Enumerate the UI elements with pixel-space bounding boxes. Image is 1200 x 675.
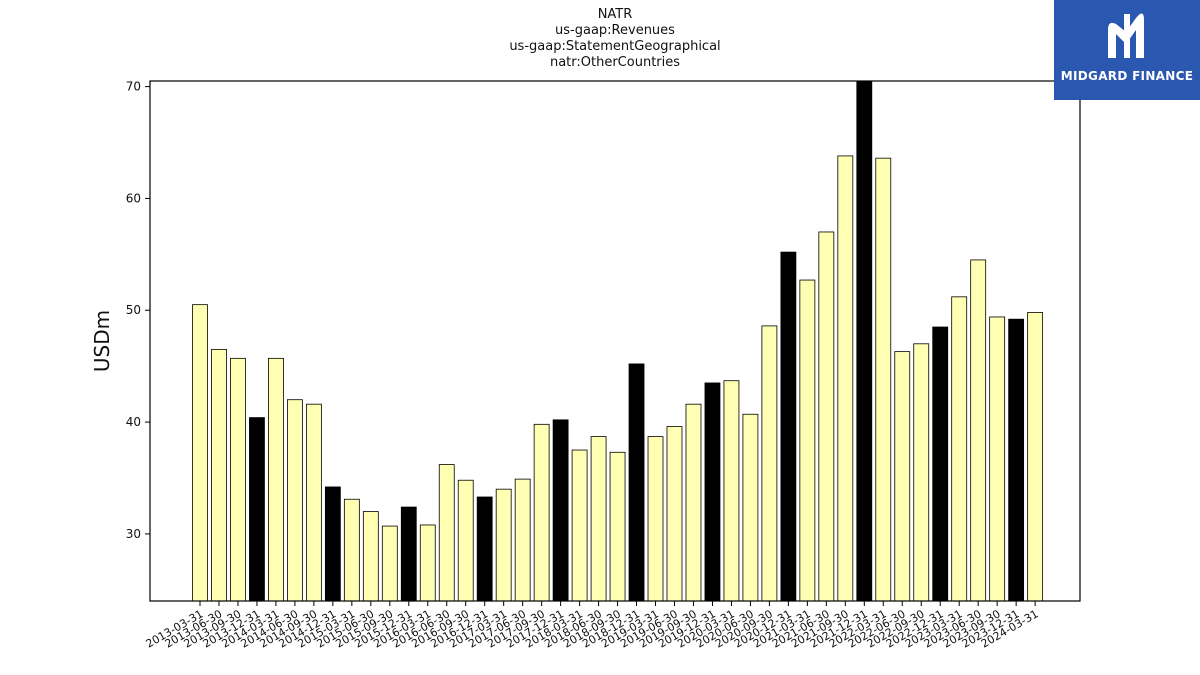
- bar-2023-06-30: [970, 259, 987, 602]
- bar-2018-03-31: [571, 449, 588, 602]
- bar-2014-06-30: [286, 399, 303, 602]
- bar-2018-09-30: [609, 451, 626, 602]
- bar-2023-12-31: [1008, 318, 1025, 602]
- bar-2019-12-31: [704, 382, 721, 602]
- bar-2021-09-30: [837, 155, 854, 602]
- chart-title-line-4: natr:OtherCountries: [549, 55, 681, 70]
- y-tick-label: 40: [126, 415, 141, 429]
- bar-2017-12-31: [552, 419, 569, 602]
- bar-2020-12-31: [780, 251, 797, 602]
- bar-2019-09-30: [685, 403, 702, 602]
- bar-2017-06-30: [514, 478, 531, 602]
- bar-2020-09-30: [761, 325, 778, 602]
- bar-2023-09-30: [989, 316, 1006, 602]
- bar-2013-09-30: [230, 357, 246, 602]
- bar-2018-06-30: [590, 436, 607, 602]
- bar-2019-06-30: [666, 426, 683, 602]
- bar-2024-03-31: [1027, 312, 1044, 602]
- bar-2016-06-30: [438, 464, 455, 602]
- bar-2022-09-30: [913, 343, 930, 602]
- y-axis: 30 40 50 60 70: [126, 80, 150, 541]
- y-tick-label: 60: [126, 191, 141, 205]
- x-axis: 2013-03-312013-06-302013-09-302013-12-31…: [144, 601, 1041, 651]
- bar-2021-06-30: [818, 231, 835, 602]
- logo-mark-icon: [1108, 13, 1144, 59]
- bar-2018-12-31: [628, 363, 645, 602]
- chart-title-line-2: us-gaap:Revenues: [555, 23, 675, 38]
- bar-2022-06-30: [894, 351, 911, 602]
- y-tick-label: 50: [126, 303, 141, 317]
- bar-2014-03-31: [268, 357, 284, 602]
- bar-2013-12-31: [249, 417, 265, 602]
- bar-2019-03-31: [647, 436, 664, 602]
- y-tick-label: 30: [126, 527, 141, 541]
- logo-text: MIDGARD FINANCE: [1060, 69, 1194, 83]
- bar-2021-03-31: [799, 279, 816, 602]
- bar-series: [192, 80, 1044, 602]
- y-tick-label: 70: [126, 80, 141, 94]
- y-axis-label: USDm: [90, 310, 114, 372]
- chart-title-line-3: us-gaap:StatementGeographical: [509, 39, 721, 54]
- bar-2013-06-30: [211, 348, 227, 602]
- bar-2020-03-31: [723, 380, 740, 602]
- bar-2014-09-30: [305, 403, 322, 602]
- bar-2015-12-31: [400, 506, 417, 602]
- plot-frame: [149, 80, 1081, 602]
- bar-2022-03-31: [875, 157, 892, 602]
- bar-2015-03-31: [343, 498, 360, 602]
- bar-2014-12-31: [324, 486, 341, 602]
- bar-2017-09-30: [533, 423, 550, 602]
- bar-2013-03-31: [192, 304, 208, 602]
- bar-2016-12-31: [476, 496, 493, 602]
- bar-2017-03-31: [495, 488, 512, 602]
- bar-2015-09-30: [381, 525, 398, 602]
- bar-2016-09-30: [457, 479, 474, 602]
- midgard-finance-logo: MIDGARD FINANCE: [1054, 0, 1200, 100]
- bar-2022-12-31: [932, 326, 949, 602]
- bar-2020-06-30: [742, 413, 759, 602]
- bar-2015-06-30: [362, 511, 379, 602]
- bar-2023-03-31: [951, 296, 968, 602]
- chart-title-line-1: NATR: [597, 7, 633, 22]
- bar-2021-12-31: [856, 80, 873, 602]
- bar-2016-03-31: [419, 524, 436, 602]
